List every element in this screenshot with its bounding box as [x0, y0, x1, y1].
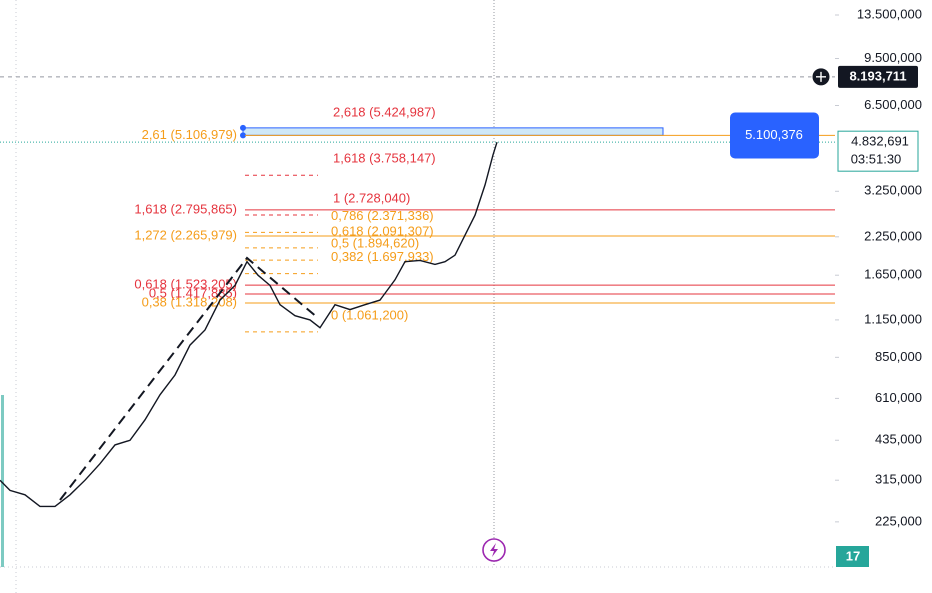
y-tick-label: 13.500,000 — [857, 6, 922, 21]
y-tick-label: 225,000 — [875, 513, 922, 528]
crosshair-label-bg — [838, 65, 918, 88]
add-icon — [816, 71, 826, 82]
y-tick-label: 1.150,000 — [864, 311, 922, 326]
countdown-label: 03:51:30 — [851, 152, 902, 167]
fib-zone — [242, 127, 664, 136]
fib-label: 2,618 (5.424,987) — [333, 104, 436, 119]
fib-label: 0,618 (1.523,205) — [134, 277, 237, 292]
price-line — [0, 141, 498, 508]
handle — [240, 132, 246, 139]
lightning-icon — [482, 538, 506, 562]
fib-label: 1,272 (2.265,979) — [134, 227, 237, 242]
price-box-label: 5.100,376 — [745, 127, 803, 142]
y-tick-label: 2.250,000 — [864, 228, 922, 243]
fib-label: 0,38 (1.318,208) — [142, 294, 237, 309]
y-tick-label: 435,000 — [875, 432, 922, 447]
fib-label: 0,382 (1.697,933) — [331, 249, 434, 264]
y-tick-label: 610,000 — [875, 390, 922, 405]
y-tick-label: 850,000 — [875, 349, 922, 364]
price-box — [730, 112, 819, 159]
fib-label: 1,618 (3.758,147) — [333, 151, 436, 166]
y-tick-label: 315,000 — [875, 472, 922, 487]
fib-label: 0 (1.061,200) — [331, 307, 408, 322]
last-price-label: 4.832,691 — [851, 134, 909, 149]
fib-label: 2,61 (5.106,979) — [142, 127, 237, 142]
fib-label: 0,5 (1.894,620) — [331, 236, 419, 251]
handle — [240, 124, 246, 131]
y-tick-label: 1.650,000 — [864, 267, 922, 282]
last-price-bg — [837, 130, 919, 172]
fib-label: 0,786 (2.371,336) — [331, 208, 434, 223]
fib-label: 0,5 (1.417,885) — [149, 285, 237, 300]
trend-line — [59, 256, 319, 501]
badge-label: 17 — [846, 548, 860, 563]
fib-label: 1,618 (2.795,865) — [134, 201, 237, 216]
fib-label: 0,618 (2.091,307) — [331, 223, 434, 238]
y-tick-label: 9.500,000 — [864, 50, 922, 65]
badge-bg — [836, 546, 869, 567]
y-tick-label: 6.500,000 — [864, 97, 922, 112]
volume-bar — [1, 395, 4, 567]
y-tick-label: 3.250,000 — [864, 183, 922, 198]
crosshair-label: 8.193,711 — [849, 68, 906, 83]
fib-label: 1 (2.728,040) — [333, 190, 410, 205]
